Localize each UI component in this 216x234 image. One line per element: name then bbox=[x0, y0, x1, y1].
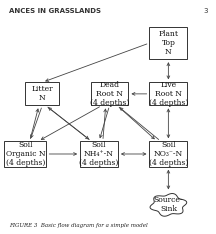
FancyBboxPatch shape bbox=[5, 141, 46, 167]
FancyBboxPatch shape bbox=[80, 141, 118, 167]
FancyBboxPatch shape bbox=[149, 82, 187, 106]
FancyBboxPatch shape bbox=[91, 82, 129, 106]
FancyBboxPatch shape bbox=[149, 141, 187, 167]
Text: Source-
Sink: Source- Sink bbox=[154, 196, 183, 213]
FancyBboxPatch shape bbox=[149, 27, 187, 59]
Text: Plant
Top
N: Plant Top N bbox=[158, 30, 178, 56]
Text: FIGURE 3  Basic flow diagram for a simple model: FIGURE 3 Basic flow diagram for a simple… bbox=[9, 223, 147, 228]
Text: Soil
Organic N
(4 depths): Soil Organic N (4 depths) bbox=[6, 141, 45, 167]
FancyBboxPatch shape bbox=[25, 82, 59, 106]
Text: Soil
NO₃⁻-N
(4 depths): Soil NO₃⁻-N (4 depths) bbox=[149, 141, 188, 167]
Text: Dead
Root N
(4 depths): Dead Root N (4 depths) bbox=[90, 81, 129, 107]
PathPatch shape bbox=[150, 194, 187, 216]
Text: Soil
NH₄⁺-N
(4 depths): Soil NH₄⁺-N (4 depths) bbox=[79, 141, 119, 167]
Text: Live
Root N
(4 depths): Live Root N (4 depths) bbox=[149, 81, 188, 107]
Text: Litter
N: Litter N bbox=[32, 85, 53, 102]
Text: 3: 3 bbox=[204, 8, 208, 14]
Text: ANCES IN GRASSLANDS: ANCES IN GRASSLANDS bbox=[9, 8, 101, 14]
